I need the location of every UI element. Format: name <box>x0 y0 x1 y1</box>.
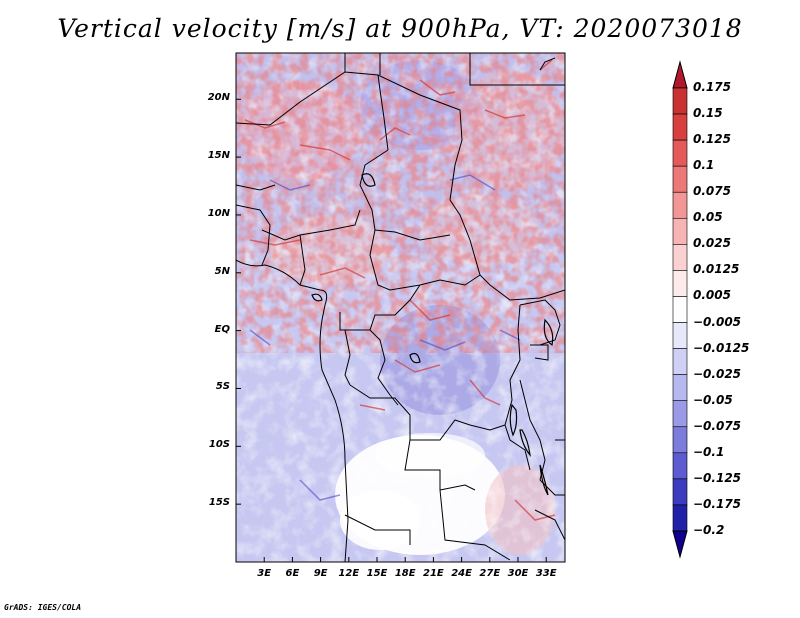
lon-tick-label: 24E <box>451 568 472 579</box>
colorbar-level-label: −0.05 <box>693 392 733 407</box>
colorbar-level-label: −0.025 <box>693 366 742 381</box>
map-frame <box>235 52 566 563</box>
colorbar-max-triangle <box>672 60 688 89</box>
axis-ticks <box>236 98 547 562</box>
lon-tick-label: 12E <box>338 568 360 579</box>
lat-tick-label: 15N <box>207 150 230 162</box>
colorbar-segment <box>672 504 688 532</box>
lon-tick-label: 30E <box>507 568 529 579</box>
colorbar-level-label: 0.005 <box>693 288 731 303</box>
colorbar-segment <box>672 452 688 480</box>
lon-tick-label: 6E <box>285 568 300 579</box>
colorbar-level-label: 0.05 <box>693 210 723 225</box>
colorbar-level-label: 0.175 <box>693 80 731 94</box>
lakes <box>311 173 554 496</box>
lon-tick-label: 3E <box>257 568 272 579</box>
lon-tick-label: 33E <box>535 568 557 579</box>
colorbar-segment <box>672 400 688 428</box>
lon-tick-label: 15E <box>366 568 388 579</box>
colorbar-level-label: −0.175 <box>693 496 742 511</box>
colorbar-level-label: −0.0125 <box>693 340 750 355</box>
colorbar-segment <box>672 113 688 141</box>
colorbar-segment <box>672 87 688 115</box>
lat-tick-label: 5N <box>214 265 230 277</box>
colorbar-segment <box>672 139 688 167</box>
colorbar-segment <box>672 270 688 297</box>
colorbar-segment <box>672 191 688 219</box>
grads-credit: GrADS: IGES/COLA <box>4 603 82 612</box>
colorbar-segment <box>672 478 688 506</box>
colorbar-segment <box>672 165 688 193</box>
colorbar-level-label: 0.0125 <box>693 262 740 277</box>
lat-tick-label: 5S <box>215 381 230 393</box>
colorbar-level-label: −0.1 <box>693 444 725 459</box>
colorbar-segment <box>672 374 688 402</box>
chart-title: Vertical velocity [m/s] at 900hPa, VT: 2… <box>57 14 743 43</box>
colorbar-segment <box>672 426 688 454</box>
lat-tick-label: EQ <box>214 323 230 335</box>
field-shading <box>236 53 565 562</box>
lat-tick-label: 10N <box>207 207 230 219</box>
colorbar-level-label: −0.075 <box>693 418 742 433</box>
colorbar-level-label: −0.125 <box>693 470 742 485</box>
lat-tick-label: 20N <box>207 92 230 104</box>
colorbar-segment <box>672 348 688 375</box>
colorbar-segment <box>672 217 688 245</box>
colorbar-level-label: 0.025 <box>693 236 731 251</box>
colorbar-min-triangle <box>672 530 688 559</box>
lon-tick-label: 21E <box>423 568 444 579</box>
lon-tick-label: 27E <box>479 568 501 579</box>
colorbar-level-label: 0.075 <box>693 184 731 199</box>
lon-tick-label: 18E <box>394 568 416 579</box>
colorbar <box>672 60 688 559</box>
lat-tick-label: 15S <box>208 497 230 509</box>
colorbar-segment <box>672 296 688 323</box>
colorbar-segment <box>672 244 688 271</box>
colorbar-level-label: 0.15 <box>693 106 723 121</box>
colorbar-level-label: −0.2 <box>693 523 725 537</box>
colorbar-level-label: 0.125 <box>693 132 731 147</box>
lat-tick-label: 10S <box>208 439 230 451</box>
colorbar-segment <box>672 322 688 349</box>
lon-tick-label: 9E <box>313 568 328 579</box>
colorbar-level-label: 0.1 <box>693 158 715 173</box>
colorbar-level-label: −0.005 <box>693 314 742 329</box>
